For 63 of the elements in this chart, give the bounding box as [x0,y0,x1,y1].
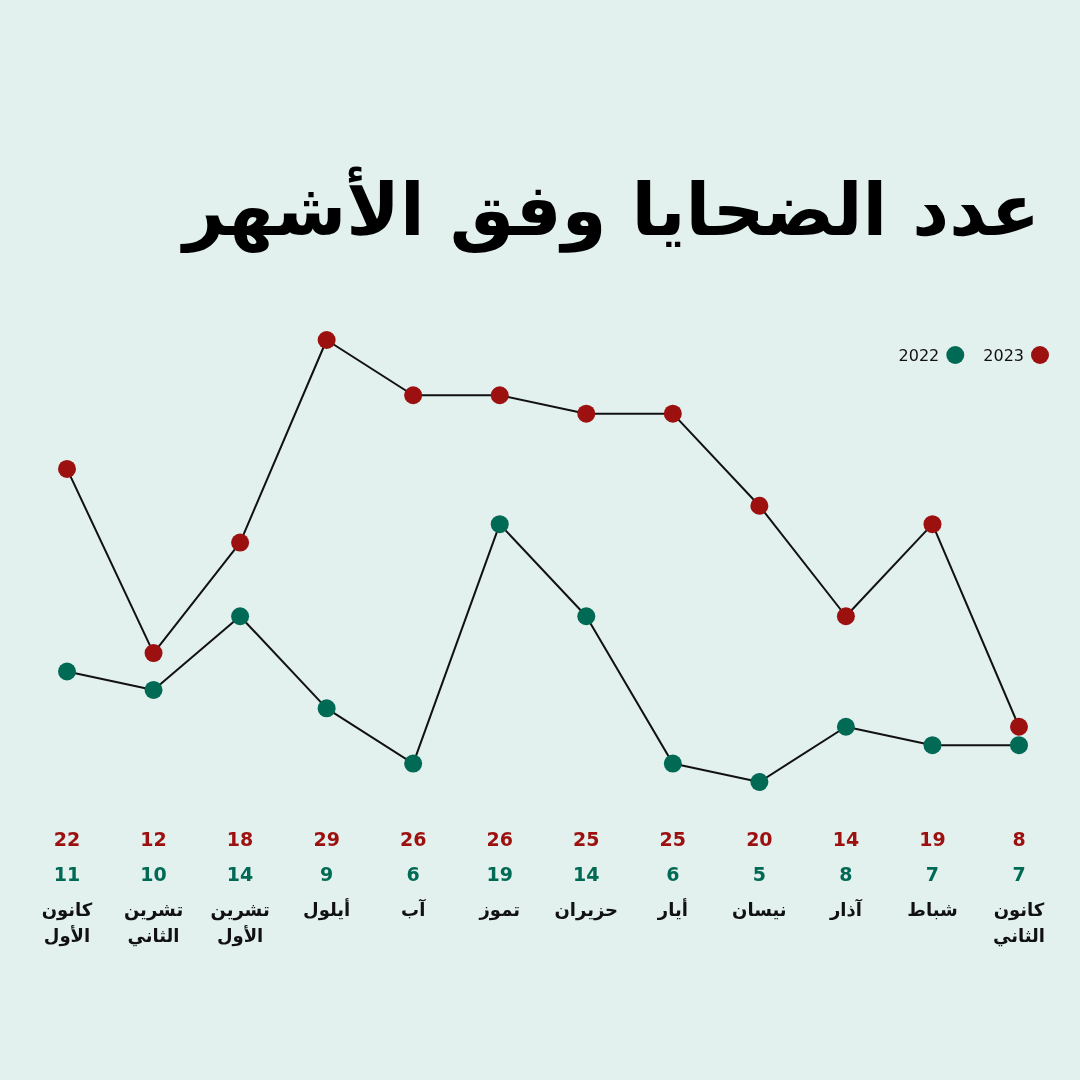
point [58,662,76,681]
x-tick-label: أيار [656,898,688,920]
point [663,754,682,773]
chart-title: عدد الضحايا وفق الأشهر [180,166,1040,253]
legend-label: 2023 [983,346,1024,365]
x-tick-label: آب [401,898,427,920]
data-label: 5 [752,863,766,885]
point [231,607,250,626]
x-tick-label: تموز [478,899,520,921]
data-label: 25 [573,828,600,850]
point [144,644,163,663]
point [577,404,596,423]
data-label: 14 [573,863,600,885]
point [836,717,855,736]
data-label: 8 [839,863,853,885]
data-label: 19 [919,828,946,850]
data-label: 9 [320,863,334,885]
data-label: 7 [1012,863,1026,885]
point [923,515,942,534]
data-label: 8 [1012,828,1026,850]
x-tick-label: حزيران [554,899,619,921]
point [836,607,855,626]
point [58,459,76,478]
x-tick-label: شباط [907,899,958,920]
point [144,680,163,699]
data-label: 26 [486,828,513,850]
data-label: 7 [925,863,940,885]
point [750,773,769,791]
data-label: 29 [313,828,340,850]
data-label: 18 [226,828,254,850]
point [317,699,336,718]
point [490,515,509,534]
point [404,754,423,773]
x-tick-label: تشرين الأول [210,899,270,947]
data-label: 19 [486,863,513,885]
data-label: 11 [53,863,81,885]
x-tick-label: نيسان [732,899,787,920]
point [490,386,509,405]
data-label: 6 [666,863,680,885]
data-label: 14 [832,828,860,850]
point [231,533,250,552]
point [663,404,682,423]
x-tick-label: كانون الثاني [992,899,1046,947]
point [750,496,769,515]
x-tick-label: كانون الأول [41,899,93,947]
data-label: 12 [140,828,167,850]
legend-label: 2022 [898,346,940,365]
data-label: 26 [399,828,427,850]
point [923,736,942,755]
point [1010,736,1028,755]
data-label: 20 [746,828,773,850]
point [1010,717,1028,736]
x-tick-label: آذار [828,898,863,920]
point [317,331,336,349]
point [404,386,423,405]
x-tick-label: تشرين الثاني [123,899,184,947]
data-label: 14 [226,863,254,885]
point [577,607,596,626]
data-label: 10 [140,863,167,885]
data-label: 25 [659,828,687,850]
data-label: 22 [53,828,81,850]
data-label: 6 [406,863,420,885]
x-tick-label: أيلول [303,898,351,921]
